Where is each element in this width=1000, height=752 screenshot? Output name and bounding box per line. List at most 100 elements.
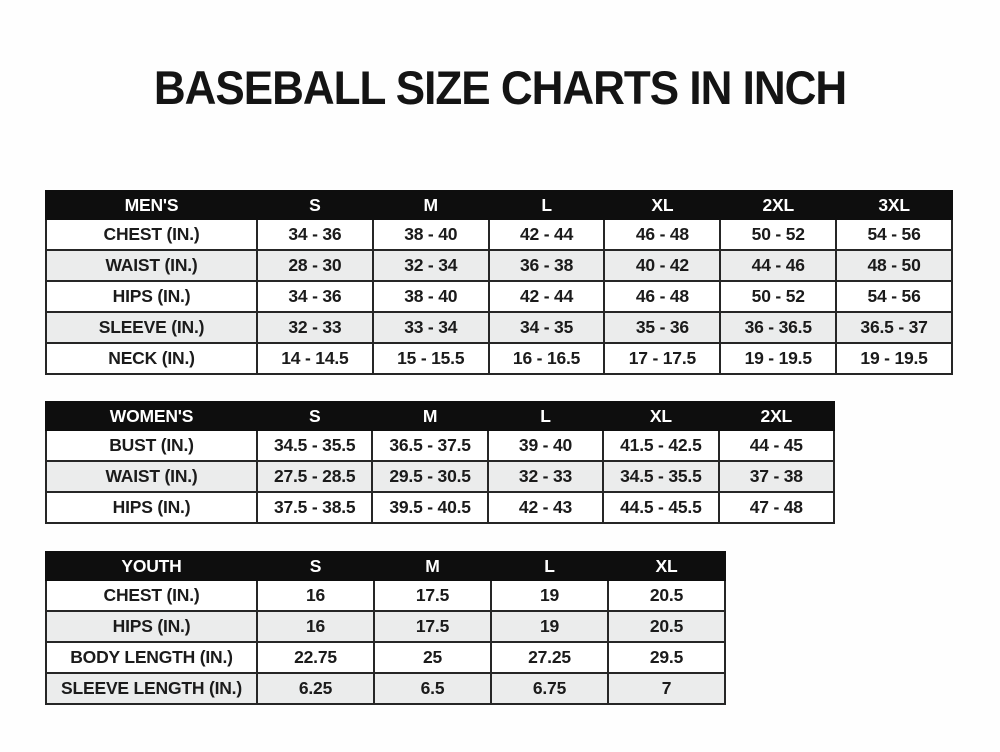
- size-value-cell: 50 - 52: [719, 218, 838, 251]
- page-title: BASEBALL SIZE CHARTS IN INCH: [153, 62, 847, 115]
- table-row: NECK (IN.) 14 - 14.5 15 - 15.5 16 - 16.5 17 …: [45, 342, 953, 375]
- size-value-cell: 44.5 - 45.5: [602, 491, 720, 524]
- size-value-cell: 34 - 36: [256, 280, 374, 313]
- size-value-cell: 17.5: [373, 610, 492, 643]
- size-value-cell: 37.5 - 38.5: [255, 491, 374, 524]
- mens-category-header: MEN'S: [45, 190, 258, 220]
- womens-size-table: WOMEN'S S M L XL 2XL BUST (IN.) 34.5 - 35.5 36.5…: [45, 401, 836, 524]
- size-value-cell: 38 - 40: [371, 218, 490, 251]
- size-value-cell: 20.5: [607, 579, 726, 612]
- size-value-cell: 20.5: [607, 610, 726, 643]
- measurement-label: WAIST (IN.): [45, 460, 258, 493]
- size-value-cell: 44 - 45: [717, 429, 836, 462]
- size-value-cell: 6.5: [373, 672, 492, 705]
- youth-size-table: YOUTH S M L XL CHEST (IN.) 16 17.5 19 20.5 HIPS (I…: [45, 551, 726, 705]
- size-value-cell: 47 - 48: [717, 491, 836, 524]
- mens-size-header: L: [487, 190, 606, 220]
- measurement-label: CHEST (IN.): [45, 579, 258, 612]
- table-row: HIPS (IN.) 34 - 36 38 - 40 42 - 44 46 - 48 50…: [45, 280, 953, 313]
- table-row: BUST (IN.) 34.5 - 35.5 36.5 - 37.5 39 - 40 4…: [45, 429, 836, 462]
- size-value-cell: 29.5: [607, 641, 726, 674]
- size-value-cell: 32 - 33: [256, 311, 374, 344]
- size-value-cell: 16: [256, 610, 375, 643]
- womens-size-header: XL: [602, 401, 720, 431]
- size-value-cell: 36.5 - 37: [835, 311, 953, 344]
- size-value-cell: 19 - 19.5: [835, 342, 953, 375]
- mens-table: MEN'S S M L XL 2XL 3XL CHEST (IN.) 34 - 36 38 - 4…: [45, 190, 953, 375]
- table-row: HIPS (IN.) 37.5 - 38.5 39.5 - 40.5 42 - 43 4…: [45, 491, 836, 524]
- size-value-cell: 44 - 46: [719, 249, 838, 282]
- mens-size-header: 2XL: [719, 190, 838, 220]
- youth-category-header: YOUTH: [45, 551, 258, 581]
- table-row: BODY LENGTH (IN.) 22.75 25 27.25 29.5: [45, 641, 726, 674]
- womens-size-header: L: [486, 401, 605, 431]
- size-value-cell: 38 - 40: [371, 280, 490, 313]
- size-value-cell: 54 - 56: [835, 218, 953, 251]
- table-row: CHEST (IN.) 34 - 36 38 - 40 42 - 44 46 - 48 5…: [45, 218, 953, 251]
- size-value-cell: 36.5 - 37.5: [371, 429, 489, 462]
- size-value-cell: 17 - 17.5: [603, 342, 722, 375]
- size-value-cell: 39.5 - 40.5: [371, 491, 489, 524]
- size-value-cell: 33 - 34: [371, 311, 490, 344]
- size-value-cell: 36 - 38: [487, 249, 606, 282]
- mens-size-header: M: [371, 190, 490, 220]
- size-value-cell: 16: [256, 579, 375, 612]
- youth-table: YOUTH S M L XL CHEST (IN.) 16 17.5 19 20.5 HIPS (I…: [45, 551, 726, 705]
- size-value-cell: 27.5 - 28.5: [255, 460, 374, 493]
- table-row: SLEEVE LENGTH (IN.) 6.25 6.5 6.75 7: [45, 672, 726, 705]
- size-value-cell: 6.25: [256, 672, 375, 705]
- size-value-cell: 34.5 - 35.5: [602, 460, 720, 493]
- size-value-cell: 34 - 35: [487, 311, 606, 344]
- youth-size-header: XL: [607, 551, 726, 581]
- size-value-cell: 29.5 - 30.5: [371, 460, 489, 493]
- size-value-cell: 41.5 - 42.5: [602, 429, 720, 462]
- size-value-cell: 19: [490, 610, 609, 643]
- size-value-cell: 19 - 19.5: [719, 342, 838, 375]
- size-value-cell: 34.5 - 35.5: [255, 429, 374, 462]
- size-value-cell: 37 - 38: [717, 460, 836, 493]
- size-value-cell: 42 - 44: [487, 218, 606, 251]
- size-value-cell: 17.5: [373, 579, 492, 612]
- size-value-cell: 32 - 34: [371, 249, 490, 282]
- youth-size-header: L: [490, 551, 609, 581]
- table-row: WAIST (IN.) 27.5 - 28.5 29.5 - 30.5 32 - 33…: [45, 460, 836, 493]
- size-value-cell: 48 - 50: [835, 249, 953, 282]
- table-row: HIPS (IN.) 16 17.5 19 20.5: [45, 610, 726, 643]
- size-value-cell: 27.25: [490, 641, 609, 674]
- womens-size-header: 2XL: [717, 401, 836, 431]
- size-value-cell: 42 - 43: [486, 491, 605, 524]
- youth-size-header: S: [256, 551, 375, 581]
- womens-size-header: M: [371, 401, 489, 431]
- size-value-cell: 54 - 56: [835, 280, 953, 313]
- measurement-label: SLEEVE LENGTH (IN.): [45, 672, 258, 705]
- size-value-cell: 22.75: [256, 641, 375, 674]
- womens-table: WOMEN'S S M L XL 2XL BUST (IN.) 34.5 - 35.5 36.5…: [45, 401, 836, 524]
- youth-header-row: YOUTH S M L XL: [45, 551, 726, 581]
- size-value-cell: 50 - 52: [719, 280, 838, 313]
- measurement-label: CHEST (IN.): [45, 218, 258, 251]
- mens-size-header: 3XL: [835, 190, 953, 220]
- size-value-cell: 15 - 15.5: [371, 342, 490, 375]
- measurement-label: HIPS (IN.): [45, 610, 258, 643]
- womens-category-header: WOMEN'S: [45, 401, 258, 431]
- size-value-cell: 25: [373, 641, 492, 674]
- measurement-label: NECK (IN.): [45, 342, 258, 375]
- size-value-cell: 34 - 36: [256, 218, 374, 251]
- size-value-cell: 6.75: [490, 672, 609, 705]
- size-value-cell: 39 - 40: [486, 429, 605, 462]
- size-value-cell: 19: [490, 579, 609, 612]
- measurement-label: WAIST (IN.): [45, 249, 258, 282]
- mens-size-header: S: [256, 190, 374, 220]
- size-value-cell: 46 - 48: [603, 218, 722, 251]
- size-value-cell: 46 - 48: [603, 280, 722, 313]
- measurement-label: BODY LENGTH (IN.): [45, 641, 258, 674]
- size-value-cell: 7: [607, 672, 726, 705]
- size-value-cell: 28 - 30: [256, 249, 374, 282]
- size-value-cell: 32 - 33: [486, 460, 605, 493]
- size-value-cell: 40 - 42: [603, 249, 722, 282]
- mens-header-row: MEN'S S M L XL 2XL 3XL: [45, 190, 953, 220]
- table-row: WAIST (IN.) 28 - 30 32 - 34 36 - 38 40 - 42 4…: [45, 249, 953, 282]
- mens-size-header: XL: [603, 190, 722, 220]
- measurement-label: HIPS (IN.): [45, 280, 258, 313]
